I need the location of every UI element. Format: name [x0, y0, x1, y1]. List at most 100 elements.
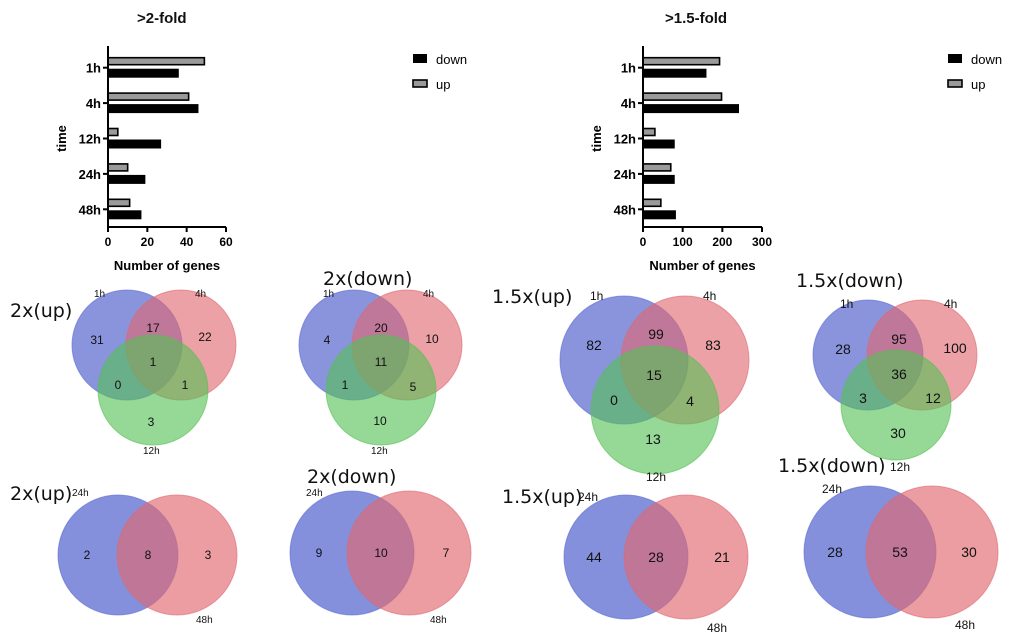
venn-region-4h-12h: 5 [409, 380, 417, 394]
bar-down-24h [643, 174, 675, 184]
venn-region-24h-48h: 10 [374, 546, 388, 560]
venn-region-12h-only: 30 [890, 425, 906, 441]
venn-set-label-48h: 48h [430, 615, 447, 626]
venn-region-12h-only: 10 [373, 414, 387, 428]
y-axis-label: time [589, 125, 604, 152]
venn-title: 1.5x(down) [778, 455, 886, 477]
venn-region-12h-only: 3 [147, 415, 155, 429]
venn-region-24h-48h: 28 [648, 549, 664, 565]
venn-title: 2x(up) [10, 483, 73, 505]
venn-title: 1.5x(down) [796, 270, 904, 292]
venn-region-1h-only: 31 [90, 333, 104, 347]
venn-region-all: 15 [646, 367, 662, 383]
venn-region-4h-only: 100 [943, 340, 967, 356]
venn-region-24h-only: 2 [83, 548, 91, 562]
venn-region-1h-only: 28 [835, 341, 851, 357]
legend-swatch-up [412, 79, 428, 88]
venn-region-1h-4h: 95 [891, 331, 907, 347]
venn-set-label-12h: 12h [371, 446, 388, 457]
venn-region-1h-12h: 0 [114, 378, 122, 392]
venn-region-1h-only: 82 [586, 337, 602, 353]
venn-set-label-48h: 48h [955, 618, 976, 632]
venn-region-all: 11 [374, 355, 388, 369]
venn-region-all: 1 [149, 355, 157, 369]
bar-chart-15fold: 1h 4h 12h 24h 48h 0 100 200 300 Number of genes ti… [589, 46, 1002, 273]
venn-region-24h-48h: 8 [144, 548, 152, 562]
y-tick-label-24h: 24h [79, 167, 101, 182]
bar-down-1h [643, 68, 707, 78]
bar-down-48h [108, 210, 142, 220]
y-tick-label-12h: 12h [79, 132, 101, 147]
y-tick-label-12h: 12h [614, 132, 636, 147]
venn-set-label-4h: 4h [944, 297, 958, 311]
bar-down-24h [108, 174, 146, 184]
venn-region-1h-12h: 3 [859, 390, 867, 406]
venn-set-label-1h: 1h [590, 289, 604, 303]
venn-circle-12h [97, 334, 209, 446]
venn-region-4h-only: 22 [198, 330, 212, 344]
venn-set-label-12h: 12h [890, 460, 911, 474]
venn-set-label-4h: 4h [195, 289, 207, 300]
y-tick-label-1h: 1h [86, 61, 101, 76]
venn-region-4h-only: 83 [705, 337, 721, 353]
venn-region-1h-only: 4 [323, 333, 331, 347]
venn-region-all: 36 [891, 366, 907, 382]
bar-chart-2fold-title: >2-fold [137, 10, 187, 27]
venn-set-label-1h: 1h [840, 297, 854, 311]
venn-set-label-1h: 1h [323, 289, 335, 300]
venn-region-48h-only: 3 [204, 548, 212, 562]
venn-title: 1.5x(up) [492, 286, 573, 308]
bar-down-1h [108, 68, 179, 78]
venn-region-1h-4h: 17 [146, 321, 160, 335]
venn-circle-48h [865, 485, 999, 619]
legend-label-up: up [436, 77, 450, 92]
venn-circle-48h [116, 494, 238, 616]
legend-swatch-down [948, 54, 962, 63]
venn-set-label-1h: 1h [94, 289, 106, 300]
bar-down-48h [643, 210, 676, 220]
venn-set-label-24h: 24h [822, 482, 843, 496]
legend-swatch-up [947, 79, 963, 88]
venn-region-4h-12h: 4 [686, 393, 694, 409]
y-tick-label-48h: 48h [614, 202, 636, 217]
venn-region-1h-4h: 99 [648, 326, 664, 342]
venn-set-label-12h: 12h [143, 446, 160, 457]
venn-circle-48h [346, 490, 472, 616]
x-tick-label: 0 [105, 235, 112, 249]
y-tick-label-48h: 48h [79, 202, 101, 217]
venn-region-24h-48h: 53 [892, 544, 908, 560]
venn-region-1h-12h: 1 [341, 378, 349, 392]
venn-region-24h-only: 44 [586, 549, 602, 565]
x-tick-label: 0 [640, 235, 647, 249]
venn-set-label-24h: 24h [578, 490, 599, 504]
y-tick-label-24h: 24h [614, 167, 636, 182]
x-tick-label: 300 [752, 235, 772, 249]
bar-down-4h [643, 104, 739, 114]
venn-region-48h-only: 7 [442, 546, 450, 560]
venn-title: 2x(down) [307, 466, 397, 488]
venn-title: 1.5x(up) [502, 486, 583, 508]
legend-label-up: up [971, 77, 985, 92]
venn-set-label-4h: 4h [703, 289, 717, 303]
x-axis-label: Number of genes [114, 258, 220, 273]
venn-region-1h-12h: 0 [610, 392, 618, 408]
y-axis-label: time [54, 125, 69, 152]
venn-set-label-48h: 48h [196, 615, 213, 626]
venn-circle-48h [623, 494, 749, 620]
x-tick-label: 100 [673, 235, 693, 249]
bar-chart-2fold: 1h 4h 12h 24h 48h 0 20 40 60 Number of genes time d… [54, 46, 467, 273]
x-tick-label: 200 [712, 235, 732, 249]
venn-region-48h-only: 30 [961, 544, 977, 560]
venn-region-1h-4h: 20 [374, 321, 388, 335]
venn-region-24h-only: 28 [827, 544, 843, 560]
y-tick-label-1h: 1h [621, 61, 636, 76]
x-tick-label: 20 [141, 235, 155, 249]
y-tick-label-4h: 4h [621, 96, 636, 111]
venn-title: 2x(down) [323, 268, 413, 290]
